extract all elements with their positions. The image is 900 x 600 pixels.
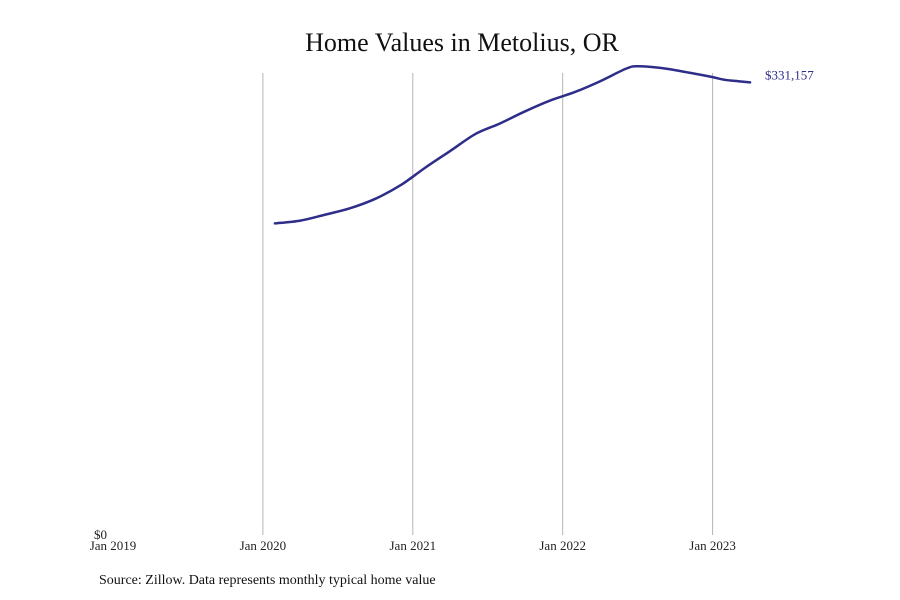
x-tick-label: Jan 2023 [689,538,736,553]
x-tick-label: Jan 2022 [539,538,586,553]
source-note: Source: Zillow. Data represents monthly … [99,573,436,588]
series-end-label: $331,157 [765,67,814,82]
series-line [273,64,752,225]
y-axis-tick-labels: $0 [94,527,107,542]
chart-title: Home Values in Metolius, OR [305,28,619,57]
gridlines [262,73,714,535]
y-tick-label: $0 [94,527,107,542]
x-tick-label: Jan 2021 [389,538,436,553]
x-axis-tick-labels: Jan 2019 Jan 2020 Jan 2021 Jan 2022 Jan 2023 [90,538,736,553]
x-tick-label: Jan 2019 [90,538,137,553]
x-tick-label: Jan 2020 [240,538,287,553]
series-layer: $331,157 [273,64,814,225]
